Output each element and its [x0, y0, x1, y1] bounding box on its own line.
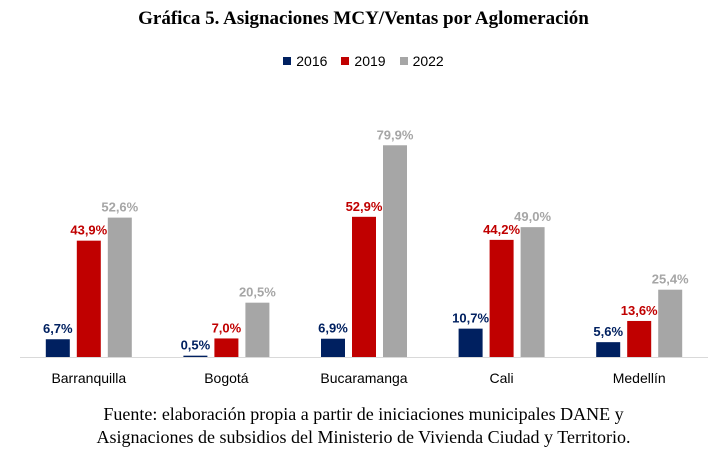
bar-2016-0: [45, 339, 70, 357]
category-label-2: Bucaramanga: [320, 370, 407, 386]
data-label-2016-4: 5,6%: [593, 324, 623, 339]
category-label-0: Barranquilla: [51, 370, 126, 386]
legend-label-2016: 2016: [296, 53, 328, 69]
bar-2019-4: [627, 320, 652, 357]
data-label-2016-3: 10,7%: [452, 311, 489, 326]
data-label-2022-3: 49,0%: [514, 209, 551, 224]
bar-2016-4: [596, 342, 621, 357]
source-note: Fuente: elaboración propia a partir de i…: [0, 403, 727, 449]
data-label-2019-3: 44,2%: [483, 222, 520, 237]
legend-item-2022: 2022: [399, 53, 444, 69]
legend-swatch-2016: [283, 57, 292, 65]
legend-label-2022: 2022: [412, 53, 444, 69]
bar-2022-3: [520, 227, 545, 357]
bar-2022-4: [658, 289, 683, 357]
data-label-2016-0: 6,7%: [43, 321, 73, 336]
chart-title: Gráfica 5. Asignaciones MCY/Ventas por A…: [138, 8, 589, 29]
bar-2016-2: [321, 338, 345, 357]
data-label-2022-2: 79,9%: [377, 127, 414, 142]
data-label-2019-1: 7,0%: [212, 320, 242, 335]
bar-2016-1: [183, 355, 208, 357]
legend-item-2019: 2019: [341, 53, 386, 69]
bar-2019-2: [352, 216, 376, 357]
category-label-4: Medellín: [613, 370, 666, 386]
category-label-3: Cali: [490, 370, 514, 386]
source-line-1: Fuente: elaboración propia a partir de i…: [103, 404, 624, 424]
bar-chart: 6,7% 43,9% 52,6% Barranquilla 0,5%7,0% 20,5% B…: [20, 127, 708, 386]
bar-2019-3: [489, 239, 514, 357]
bar-2022-2: [383, 145, 407, 357]
legend-label-2019: 2019: [354, 53, 386, 69]
legend-swatch-2022: [399, 57, 408, 65]
legend-item-2016: 2016: [283, 53, 327, 69]
bar-2022-0: [107, 217, 132, 357]
data-label-2019-0: 43,9%: [70, 223, 107, 238]
data-label-2019-4: 13,6%: [621, 303, 658, 318]
bar-2019-1: [214, 338, 239, 357]
source-line-2: Asignaciones de subsidios del Ministerio…: [96, 427, 631, 447]
legend-swatch-2019: [341, 57, 350, 65]
bar-2022-1: [245, 302, 270, 357]
data-label-2022-1: 20,5%: [239, 285, 276, 300]
bar-2019-0: [76, 240, 101, 357]
category-label-1: Bogotá: [204, 370, 249, 386]
data-label-2022-4: 25,4%: [652, 272, 689, 287]
data-label-2019-2: 52,9%: [346, 199, 383, 214]
chart-legend: 2016 2019 2022: [0, 53, 727, 69]
bar-2016-3: [458, 328, 483, 357]
data-label-2016-1: 0,5%: [181, 338, 211, 353]
data-label-2022-0: 52,6%: [101, 200, 138, 215]
data-label-2016-2: 6,9%: [318, 321, 348, 336]
